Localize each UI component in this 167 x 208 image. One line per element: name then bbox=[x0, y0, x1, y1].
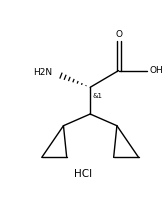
Text: H2N: H2N bbox=[33, 68, 52, 77]
Text: HCl: HCl bbox=[74, 169, 93, 179]
Text: &1: &1 bbox=[93, 93, 103, 99]
Text: O: O bbox=[115, 30, 122, 39]
Text: OH: OH bbox=[149, 66, 163, 75]
